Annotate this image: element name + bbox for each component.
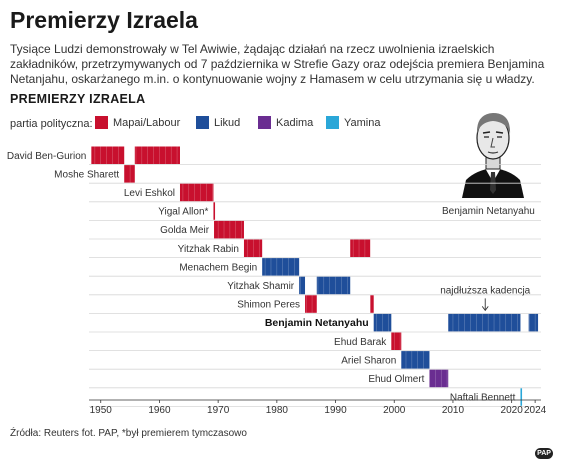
term-bar bbox=[350, 239, 371, 257]
pm-label: Ehud Olmert bbox=[368, 374, 424, 385]
term-bar bbox=[124, 165, 135, 183]
x-tick-label: 1960 bbox=[148, 405, 171, 416]
legend-text-mapai: Mapai/Labour bbox=[113, 117, 181, 129]
term-bar bbox=[213, 202, 216, 220]
term-bar bbox=[305, 295, 317, 313]
annotation-arrow-head bbox=[481, 306, 489, 312]
term-bar bbox=[401, 351, 430, 369]
x-tick-label: 1990 bbox=[324, 405, 347, 416]
pm-label: David Ben-Gurion bbox=[7, 151, 86, 162]
pm-label: Moshe Sharett bbox=[54, 169, 119, 180]
term-bar bbox=[448, 313, 521, 332]
pm-label: Ariel Sharon bbox=[341, 355, 396, 366]
term-bar bbox=[179, 183, 214, 202]
pm-label: Golda Meir bbox=[160, 225, 210, 236]
legend-text-likud: Likud bbox=[214, 117, 241, 129]
x-tick-label: 1970 bbox=[207, 405, 230, 416]
portrait-mouth bbox=[487, 151, 499, 154]
legend-text-kadima: Kadima bbox=[276, 117, 314, 129]
pm-label: Levi Eshkol bbox=[124, 188, 175, 199]
pm-label: Yitzhak Shamir bbox=[227, 281, 295, 292]
term-bar bbox=[134, 146, 180, 164]
legend-swatch-yamina bbox=[326, 116, 339, 129]
x-tick-label: 2024 bbox=[524, 405, 547, 416]
x-tick-label: 2010 bbox=[442, 405, 465, 416]
portrait-hair bbox=[476, 113, 511, 134]
portrait-nose bbox=[490, 137, 495, 148]
source-note: Źródła: Reuters fot. PAP, *był premierem… bbox=[10, 428, 247, 439]
term-bar bbox=[373, 313, 392, 332]
term-bar bbox=[262, 258, 300, 276]
legend-label: partia polityczna: bbox=[10, 118, 93, 130]
annotation-longest-term: najdłuższa kadencja bbox=[440, 285, 530, 296]
portrait-caption: Benjamin Netanyahu bbox=[442, 206, 535, 217]
pm-label: Benjamin Netanyahu bbox=[265, 317, 369, 329]
term-bar bbox=[429, 369, 449, 388]
term-bar bbox=[391, 332, 402, 350]
term-bar bbox=[528, 313, 539, 332]
legend-text-yamina: Yamina bbox=[344, 117, 381, 129]
term-bar bbox=[316, 276, 351, 295]
term-bar bbox=[370, 295, 374, 313]
term-bar bbox=[91, 146, 125, 164]
pm-label: Menachem Begin bbox=[179, 262, 257, 273]
legend-swatch-mapai bbox=[95, 116, 108, 129]
pm-label: Shimon Peres bbox=[237, 300, 300, 311]
portrait-brows bbox=[482, 131, 504, 134]
pm-label: Ehud Barak bbox=[334, 337, 387, 348]
pm-label: Yigal Allon* bbox=[158, 207, 208, 218]
chart-heading: PREMIERZY IZRAELA bbox=[10, 92, 146, 106]
term-bar bbox=[214, 220, 244, 239]
pm-label: Naftali Bennett bbox=[450, 393, 516, 404]
page-subtitle: Tysiące Ludzi demonstrowały w Tel Awiwie… bbox=[10, 42, 545, 86]
x-tick-label: 2000 bbox=[383, 405, 406, 416]
term-bar bbox=[243, 239, 263, 257]
legend-swatch-likud bbox=[196, 116, 209, 129]
pap-logo: PAP bbox=[535, 448, 553, 459]
legend-swatch-kadima bbox=[258, 116, 271, 129]
term-bar bbox=[299, 276, 306, 295]
x-tick-label: 2020 bbox=[501, 405, 524, 416]
x-tick-label: 1980 bbox=[266, 405, 289, 416]
x-tick-label: 1950 bbox=[90, 405, 113, 416]
pm-label: Yitzhak Rabin bbox=[178, 244, 239, 255]
term-bar bbox=[520, 388, 523, 406]
page-title: Premierzy Izraela bbox=[10, 7, 198, 33]
